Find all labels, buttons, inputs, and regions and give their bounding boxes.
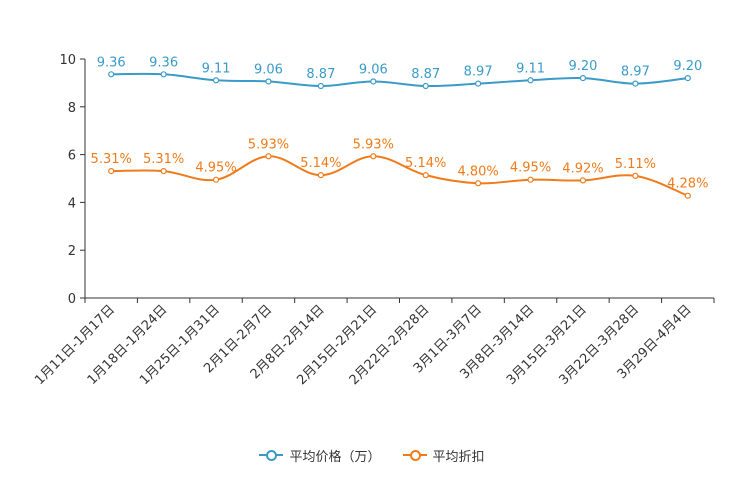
legend-label-avg-price: 平均价格（万） — [289, 449, 381, 465]
data-label-avg-discount: 5.31% — [143, 152, 184, 167]
legend-swatch-avg-discount — [402, 449, 427, 461]
legend-item-avg-price[interactable]: 平均价格（万） — [259, 446, 381, 465]
data-point-avg-discount[interactable] — [527, 176, 534, 183]
data-point-avg-price[interactable] — [422, 82, 429, 90]
y-tick-label: 8 — [68, 101, 76, 116]
y-tick-label: 6 — [68, 149, 76, 164]
data-label-avg-discount: 5.93% — [353, 137, 394, 152]
data-label-avg-price: 9.06 — [254, 62, 283, 77]
data-label-avg-price: 9.11 — [516, 61, 545, 76]
data-point-avg-price[interactable] — [212, 77, 220, 84]
data-point-avg-discount[interactable] — [475, 180, 482, 187]
data-label-avg-price: 8.97 — [464, 65, 493, 80]
data-label-avg-price: 8.87 — [306, 67, 335, 82]
legend-label-avg-discount: 平均折扣 — [432, 449, 485, 465]
y-tick-label: 0 — [68, 292, 76, 307]
data-point-avg-discount[interactable] — [108, 167, 115, 175]
data-point-avg-price[interactable] — [684, 75, 691, 82]
data-point-avg-discount[interactable] — [632, 172, 639, 179]
data-point-avg-price[interactable] — [160, 71, 167, 78]
data-point-avg-discount[interactable] — [579, 177, 587, 184]
series-line-avg-price — [111, 72, 688, 88]
data-point-avg-price[interactable] — [370, 78, 377, 85]
data-point-avg-price[interactable] — [475, 80, 482, 87]
data-label-avg-discount: 5.93% — [248, 137, 289, 152]
data-label-avg-price: 9.20 — [673, 59, 702, 74]
data-point-avg-price[interactable] — [317, 82, 324, 90]
data-label-avg-discount: 5.11% — [615, 157, 656, 172]
data-label-avg-discount: 4.28% — [667, 177, 708, 192]
data-point-avg-price[interactable] — [579, 75, 587, 82]
data-label-avg-price: 8.87 — [411, 67, 440, 82]
data-label-avg-discount: 5.14% — [300, 156, 341, 171]
y-tick-label: 2 — [68, 244, 76, 259]
data-label-avg-price: 9.11 — [202, 61, 231, 76]
y-tick-label: 10 — [59, 53, 76, 68]
data-point-avg-price[interactable] — [108, 71, 115, 78]
legend-swatch-avg-price — [259, 449, 284, 461]
data-label-avg-price: 9.20 — [568, 59, 597, 74]
y-tick-label: 4 — [68, 196, 76, 211]
data-point-avg-discount[interactable] — [265, 153, 272, 160]
data-label-avg-discount: 4.92% — [562, 161, 603, 176]
data-label-avg-discount: 4.95% — [195, 161, 236, 176]
data-point-avg-discount[interactable] — [422, 172, 429, 179]
data-label-avg-price: 9.36 — [97, 55, 126, 70]
data-point-avg-price[interactable] — [632, 80, 639, 87]
data-point-avg-discount[interactable] — [684, 192, 691, 199]
data-point-avg-discount[interactable] — [317, 172, 324, 179]
legend: 平均价格（万） 平均折扣 — [0, 444, 744, 466]
data-point-avg-price[interactable] — [265, 78, 272, 85]
data-point-avg-discount[interactable] — [370, 153, 377, 160]
data-label-avg-price: 9.06 — [359, 62, 388, 77]
data-label-avg-discount: 4.95% — [510, 161, 551, 176]
legend-item-avg-discount[interactable]: 平均折扣 — [402, 446, 485, 465]
data-label-avg-discount: 5.31% — [91, 152, 132, 167]
data-point-avg-discount[interactable] — [212, 176, 220, 183]
data-label-avg-discount: 4.80% — [457, 164, 498, 179]
data-point-avg-discount[interactable] — [160, 167, 167, 175]
series-line-avg-discount — [111, 155, 689, 197]
data-label-avg-discount: 5.14% — [405, 156, 446, 171]
data-label-avg-price: 8.97 — [621, 65, 650, 80]
data-label-avg-price: 9.36 — [149, 55, 178, 70]
data-point-avg-price[interactable] — [527, 77, 534, 84]
